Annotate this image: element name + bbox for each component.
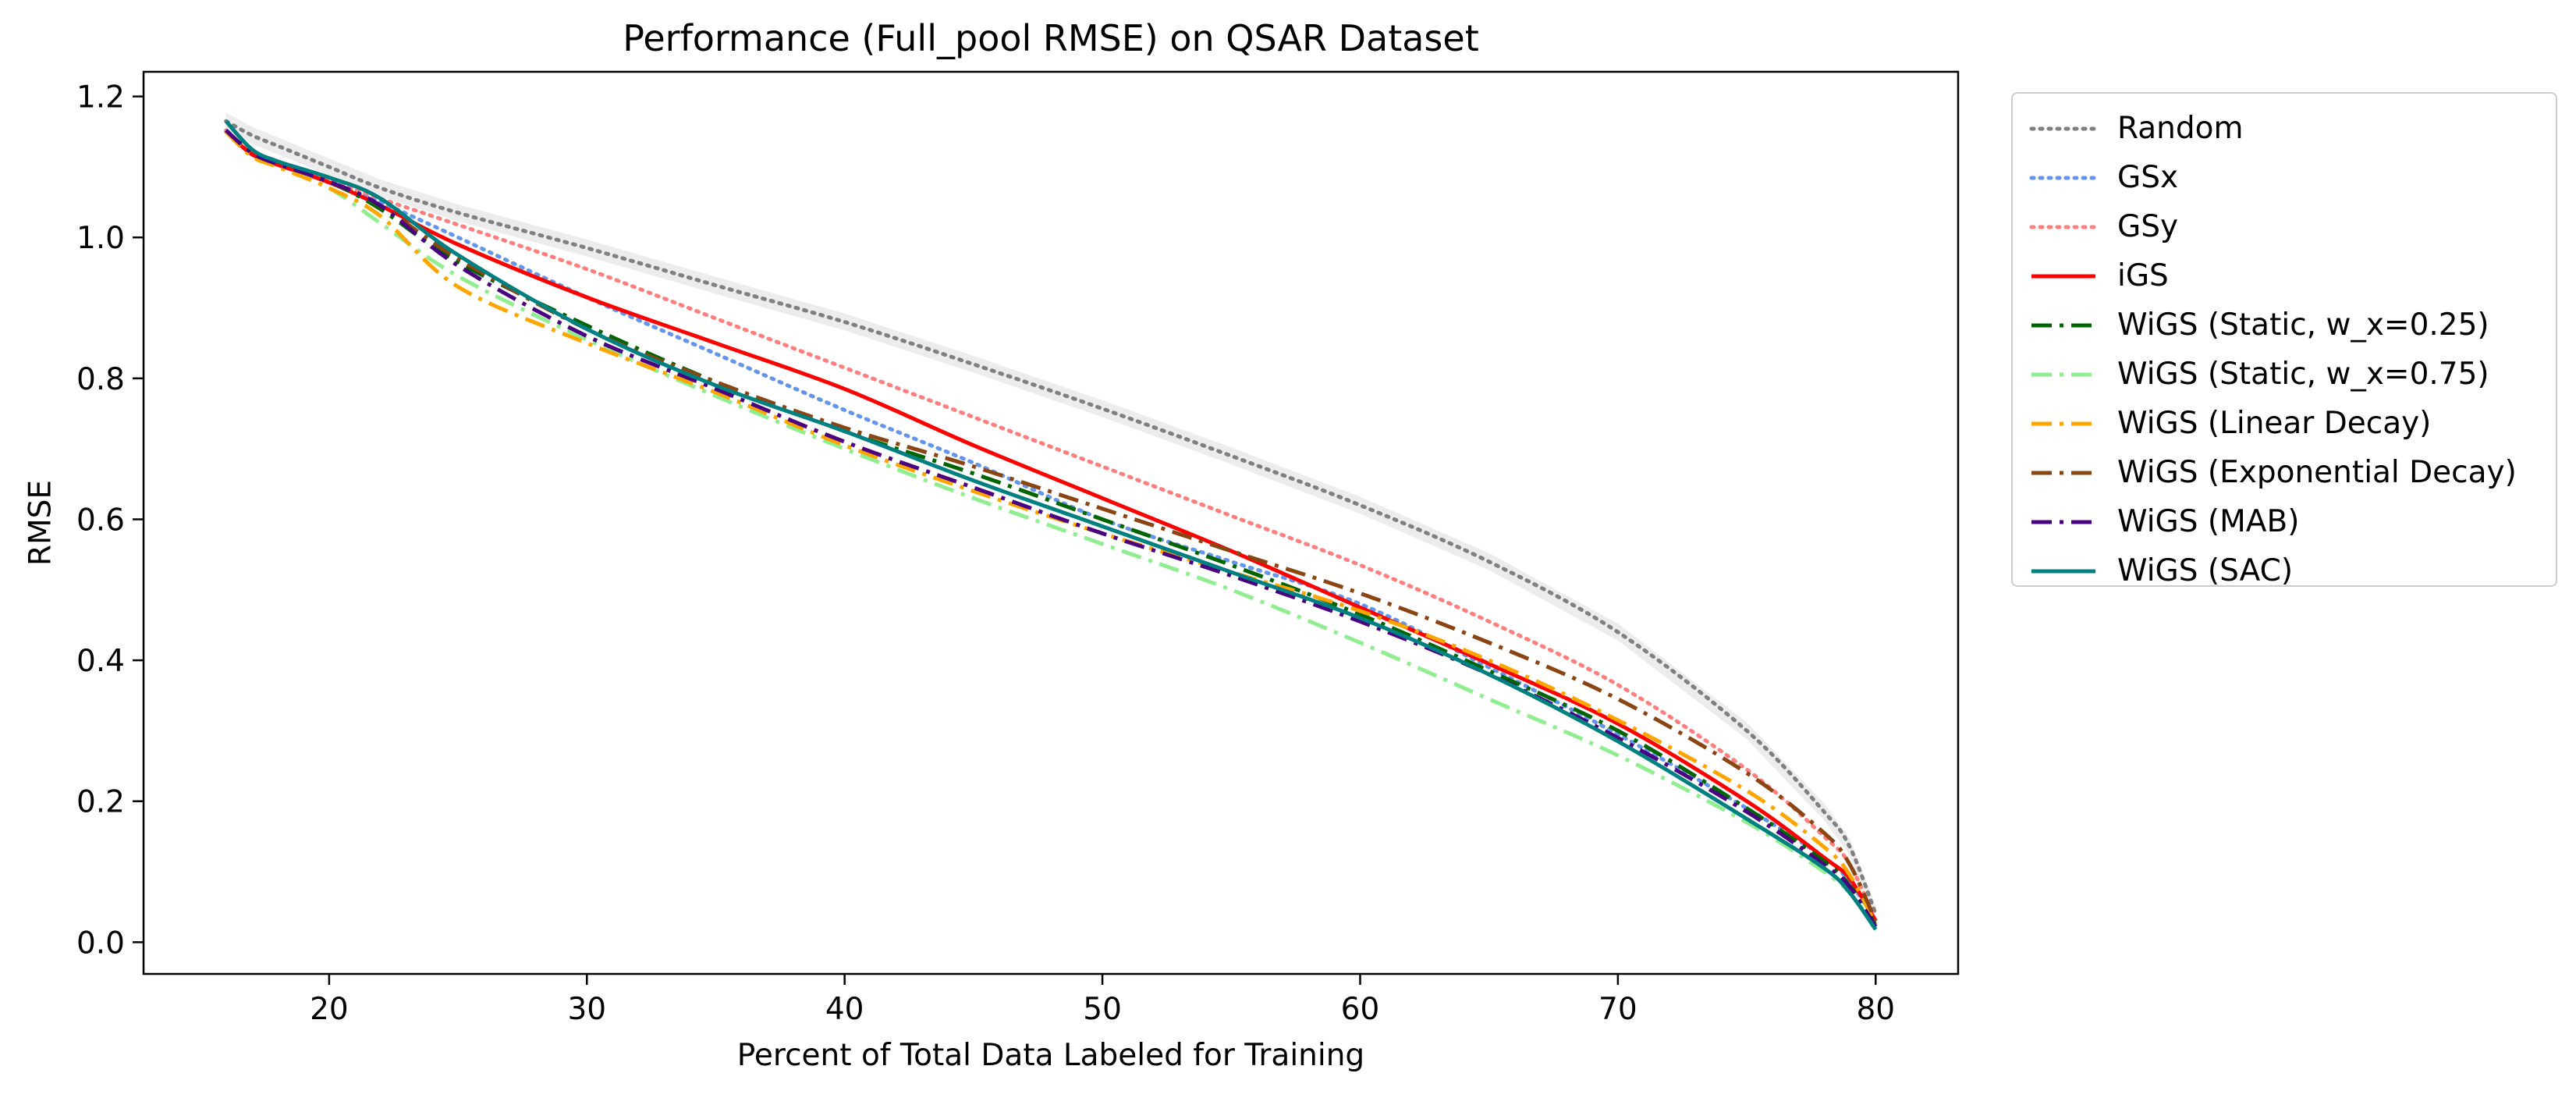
legend-entry: iGS — [2013, 252, 2556, 301]
y-tick-label: 0.8 — [76, 362, 125, 397]
legend-entry: WiGS (MAB) — [2013, 498, 2556, 547]
legend-label: WiGS (MAB) — [2117, 504, 2300, 539]
y-tick-label: 0.6 — [76, 503, 125, 538]
legend-label: Random — [2117, 111, 2244, 146]
x-axis-label: Percent of Total Data Labeled for Traini… — [736, 1038, 1365, 1073]
legend-swatch — [2031, 569, 2095, 574]
legend-entry: WiGS (Linear Decay) — [2013, 400, 2556, 449]
y-axis-label: RMSE — [23, 479, 59, 567]
legend-label: WiGS (SAC) — [2117, 553, 2294, 588]
legend-label: WiGS (Static, w_x=0.75) — [2117, 357, 2489, 392]
x-tick-label: 70 — [1598, 992, 1637, 1027]
legend-entry: WiGS (Exponential Decay) — [2013, 449, 2556, 498]
series-line — [224, 119, 1878, 931]
legend-entry: WiGS (Static, w_x=0.25) — [2013, 301, 2556, 350]
legend-swatch — [2029, 126, 2098, 131]
x-tick-label: 80 — [1856, 992, 1895, 1027]
series-lines — [224, 119, 1878, 931]
y-tick-label: 0.4 — [76, 644, 125, 679]
series-line — [224, 130, 1878, 926]
legend-swatch — [2031, 520, 2095, 524]
y-tick-label: 0.0 — [76, 926, 125, 961]
legend-swatch — [2031, 274, 2095, 279]
legend-label: GSy — [2117, 209, 2179, 244]
x-axis: 20 30 40 50 60 70 80 — [310, 974, 1895, 1027]
chart-title: Performance (Full_pool RMSE) on QSAR Dat… — [623, 17, 1479, 59]
legend-entry: GSy — [2013, 203, 2556, 252]
legend-swatch — [2031, 421, 2095, 426]
series-line — [224, 130, 1878, 929]
y-tick-label: 1.0 — [76, 221, 125, 256]
plot-frame — [142, 70, 1960, 975]
legend-entry: GSx — [2013, 154, 2556, 203]
y-tick-label: 1.2 — [76, 80, 125, 115]
legend-swatch — [2031, 471, 2095, 475]
legend-entry: WiGS (SAC) — [2013, 547, 2556, 596]
series-line — [225, 129, 1878, 926]
legend-swatch — [2029, 176, 2098, 180]
legend-entry: Random — [2013, 105, 2556, 154]
x-tick-label: 60 — [1341, 992, 1380, 1027]
x-tick-label: 40 — [825, 992, 864, 1027]
legend-label: GSx — [2117, 160, 2179, 195]
x-tick-label: 30 — [567, 992, 606, 1027]
legend: Random GSx GSy iGS WiGS (Static, w_x=0.25) Wi… — [2011, 92, 2557, 588]
legend-entry: WiGS (Static, w_x=0.75) — [2013, 350, 2556, 400]
y-axis: 0.0 0.2 0.4 0.6 0.8 1.0 1.2 — [76, 80, 144, 961]
legend-label: iGS — [2117, 258, 2169, 293]
legend-swatch — [2031, 323, 2095, 328]
legend-label: WiGS (Linear Decay) — [2117, 406, 2432, 441]
x-tick-label: 50 — [1083, 992, 1122, 1027]
legend-label: WiGS (Exponential Decay) — [2117, 455, 2517, 490]
x-tick-label: 20 — [310, 992, 349, 1027]
legend-swatch — [2029, 225, 2098, 229]
y-tick-label: 0.2 — [76, 785, 125, 820]
legend-label: WiGS (Static, w_x=0.25) — [2117, 307, 2489, 343]
series-line — [225, 129, 1878, 928]
series-line — [224, 119, 1878, 916]
legend-swatch — [2031, 372, 2095, 377]
